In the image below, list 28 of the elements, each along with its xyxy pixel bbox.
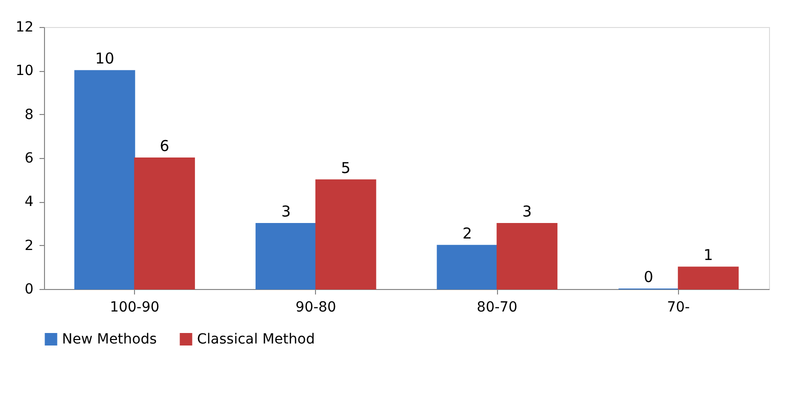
legend-label: Classical Method	[197, 331, 315, 348]
y-tick-label: 4	[24, 194, 34, 210]
bar	[436, 244, 498, 290]
x-tick-label: 90-80	[296, 300, 336, 316]
y-tick-label: 12	[16, 20, 34, 36]
data-label: 3	[281, 202, 291, 220]
data-label: 6	[160, 137, 170, 155]
data-label: 0	[644, 268, 654, 286]
bar	[315, 179, 376, 290]
data-label: 2	[462, 224, 472, 242]
x-tick-label: 80-70	[476, 300, 518, 316]
data-label: 10	[95, 50, 114, 68]
y-tick-label: 8	[24, 106, 34, 123]
legend-label: New Methods	[62, 331, 157, 348]
x-tick-label: 100-90	[110, 300, 160, 316]
y-tick-label: 2	[24, 238, 34, 254]
data-label: 3	[522, 202, 532, 220]
y-tick-label: 6	[24, 150, 34, 166]
data-label: 1	[704, 246, 714, 264]
bar	[496, 223, 558, 290]
bar	[256, 223, 316, 290]
y-tick-label: 0	[24, 282, 34, 298]
bar	[74, 70, 136, 290]
data-label: 5	[341, 158, 351, 177]
bar	[678, 266, 739, 290]
bar	[134, 158, 195, 290]
y-tick-label: 10	[16, 63, 34, 80]
x-tick-label: 70-	[666, 300, 690, 316]
